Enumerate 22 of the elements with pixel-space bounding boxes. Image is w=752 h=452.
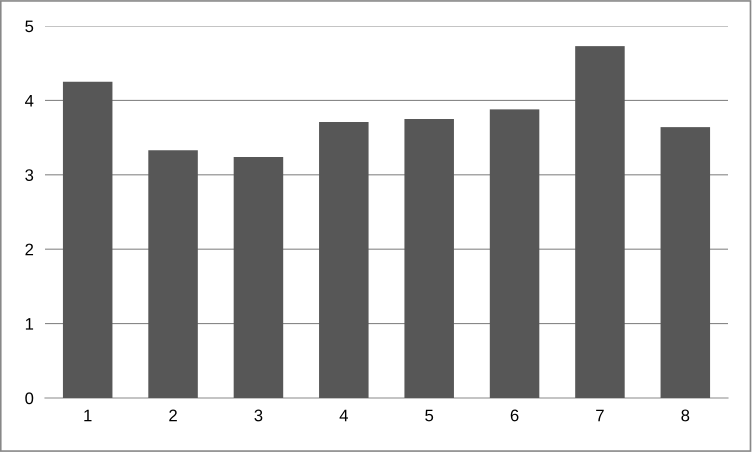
y-tick-label: 0	[25, 392, 34, 404]
x-tick-label: 3	[254, 410, 262, 422]
bar	[404, 119, 454, 398]
bar	[319, 122, 369, 398]
x-tick-label: 6	[510, 410, 518, 422]
x-tick-label: 2	[169, 410, 177, 422]
bar	[490, 109, 540, 398]
bar	[148, 150, 198, 398]
bar	[62, 82, 112, 398]
x-tick-label: 8	[681, 410, 690, 422]
y-tick-label: 5	[25, 20, 34, 32]
bar	[575, 46, 625, 398]
bar	[660, 127, 710, 398]
y-tick-label: 1	[26, 318, 34, 330]
y-tick-label: 2	[25, 244, 34, 256]
y-tick-label: 3	[25, 169, 34, 182]
x-tick-label: 5	[425, 410, 434, 422]
x-tick-label: 1	[84, 410, 92, 422]
y-tick-label: 4	[25, 94, 34, 106]
bar	[234, 156, 284, 398]
x-tick-label: 4	[340, 410, 348, 422]
x-tick-label: 7	[596, 410, 604, 422]
